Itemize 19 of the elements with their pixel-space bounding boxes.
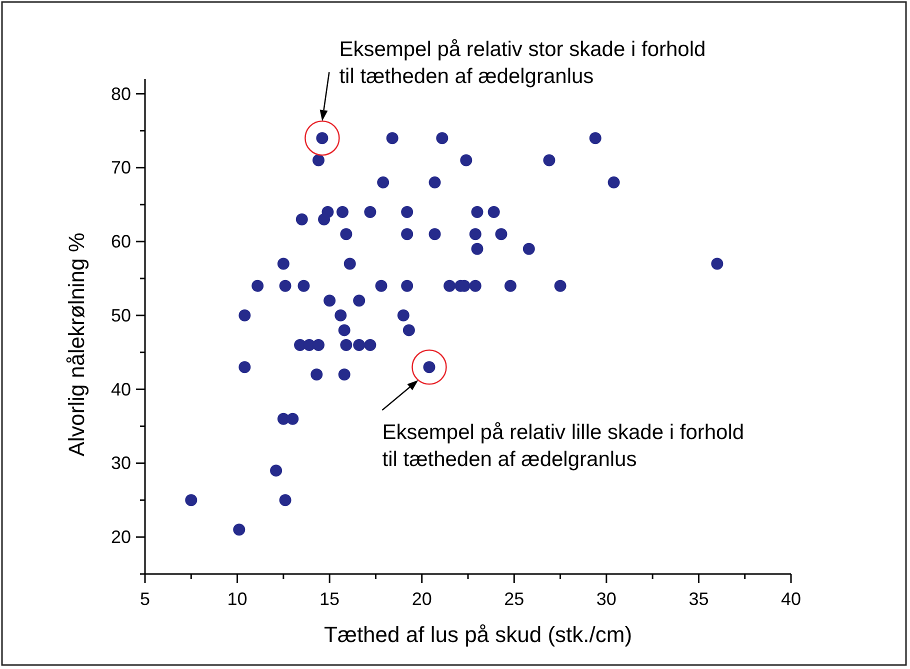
- x-tick-label: 5: [140, 589, 150, 609]
- x-tick-label: 20: [412, 589, 432, 609]
- y-tick-label: 40: [110, 379, 131, 400]
- x-axis-title: Tæthed af lus på skud (stk./cm): [324, 622, 632, 647]
- x-tick-label: 15: [320, 589, 340, 609]
- y-tick-label: 80: [110, 84, 131, 104]
- y-tick-label: 30: [110, 453, 131, 474]
- x-tick-label: 35: [688, 589, 709, 609]
- y-tick-label: 20: [110, 527, 131, 548]
- y-axis-title: Alvorlig nålekrølning %: [64, 232, 89, 456]
- y-tick-label: 70: [110, 158, 131, 178]
- x-tick-label: 40: [780, 589, 802, 609]
- y-tick-label: 50: [110, 305, 131, 326]
- x-tick-label: 30: [596, 589, 616, 609]
- annotation: Eksempel på relativ stor skade i forhold til tætheden af ædelgranlus: [339, 38, 706, 88]
- x-tick-label: 25: [504, 589, 524, 609]
- x-tick-label: 10: [227, 589, 248, 609]
- annotation: Eksempel på relativ lille skade i forhold til tætheden af ædelgranlus: [382, 421, 744, 472]
- y-tick-label: 60: [110, 232, 131, 252]
